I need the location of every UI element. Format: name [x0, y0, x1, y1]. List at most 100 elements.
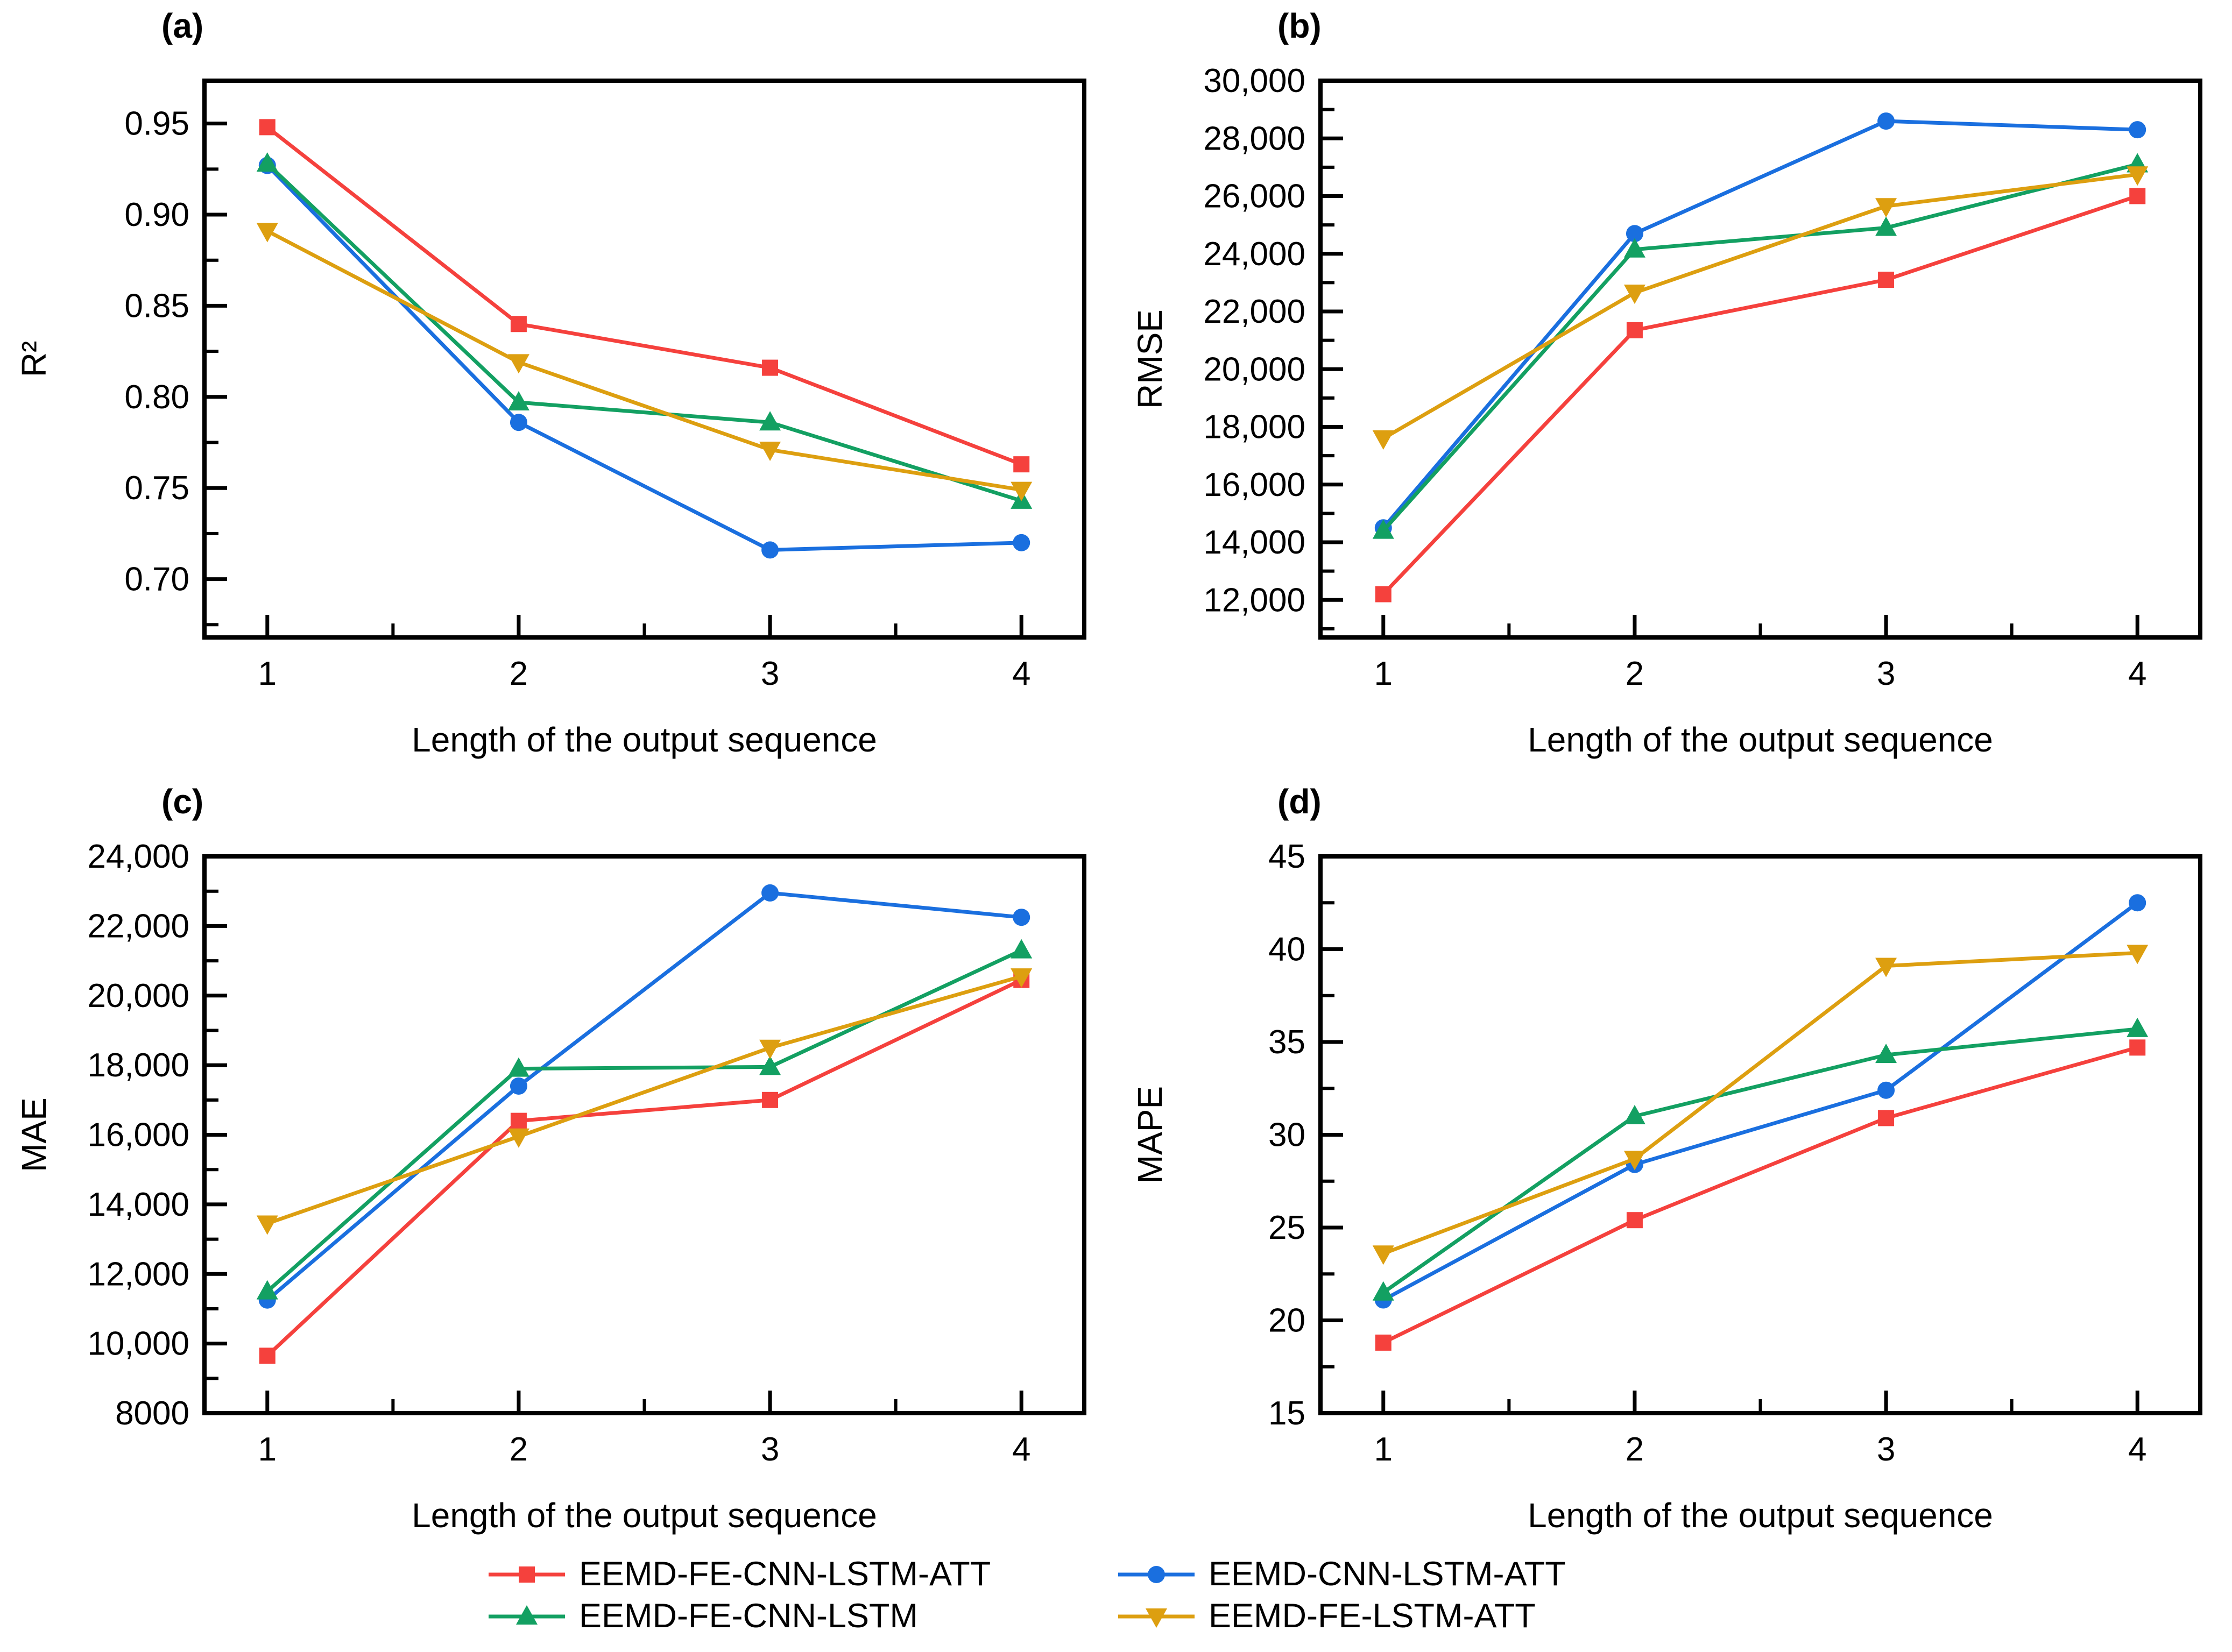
series-marker — [759, 411, 781, 431]
series-marker — [1877, 1081, 1895, 1099]
y-axis-title: MAE — [15, 1097, 53, 1172]
y-tick-label: 15 — [1268, 1395, 1305, 1432]
y-tick-label: 0.75 — [124, 470, 189, 507]
series-marker — [259, 119, 276, 136]
legend-label: EEMD-FE-CNN-LSTM — [579, 1597, 918, 1635]
legend-row-1: EEMD-FE-CNN-LSTM-ATT EEMD-CNN-LSTM-ATT — [486, 1556, 1746, 1593]
y-tick-label: 0.70 — [124, 561, 189, 598]
series-marker — [1623, 1105, 1645, 1124]
x-tick-label: 4 — [2128, 655, 2146, 692]
legend-item-eemd-fe-lstm-att: EEMD-FE-LSTM-ATT — [1116, 1598, 1746, 1635]
legend-marker-shape — [1146, 1608, 1167, 1628]
y-tick-label: 14,000 — [87, 1186, 189, 1223]
x-tick-label: 4 — [1012, 655, 1030, 692]
legend-label: EEMD-FE-LSTM-ATT — [1209, 1597, 1536, 1635]
series-marker — [1013, 534, 1030, 551]
series-line — [1382, 172, 2138, 441]
chart-d: 15 20 25 30 35 40 45 1 2 3 4 MAPE Length of the outp… — [1131, 838, 2202, 1535]
x-tick-label: 2 — [510, 655, 528, 692]
x-tick-label: 3 — [1877, 1431, 1895, 1468]
series-marker — [510, 414, 527, 431]
x-tick-label: 2 — [1626, 1431, 1644, 1468]
series-line — [266, 891, 1022, 1302]
x-axis-title: Length of the output sequence — [1528, 720, 1993, 759]
series-line — [266, 125, 1022, 466]
legend-item-eemd-cnn-lstm-att: EEMD-CNN-LSTM-ATT — [1116, 1556, 1746, 1593]
y-tick-label: 40 — [1268, 931, 1305, 968]
series-marker — [762, 1091, 779, 1108]
series-marker — [256, 1280, 278, 1300]
legend-label: EEMD-CNN-LSTM-ATT — [1209, 1555, 1566, 1593]
x-tick-label: 3 — [1877, 655, 1895, 692]
x-tick-label: 3 — [761, 655, 779, 692]
series-line — [266, 229, 1022, 492]
plot-frame — [1318, 79, 2202, 640]
series-marker — [2129, 188, 2146, 204]
series-marker — [1372, 1245, 1394, 1265]
panel-d: (d) 15 20 25 30 35 40 45 1 2 3 4 MAPE Length of the … — [1116, 776, 2232, 1557]
x-tick-label: 1 — [1374, 1431, 1393, 1468]
series-marker — [1011, 481, 1033, 501]
panel-label-b: (b) — [1277, 6, 1322, 45]
y-tick-label: 12,000 — [87, 1256, 189, 1293]
series-marker — [510, 1112, 527, 1129]
y-tick-label: 0.85 — [124, 287, 189, 324]
series-marker — [1013, 909, 1030, 926]
series-line — [266, 164, 1022, 552]
panel-label-a: (a) — [161, 6, 204, 45]
series-marker — [1878, 272, 1895, 288]
series-marker — [1626, 225, 1643, 243]
panel-label-d: (d) — [1277, 782, 1322, 821]
x-tick-label: 4 — [1012, 1431, 1030, 1468]
series-marker — [1372, 1281, 1394, 1301]
y-tick-label: 24,000 — [87, 838, 189, 875]
y-tick-label: 18,000 — [87, 1047, 189, 1084]
series-marker — [2129, 121, 2146, 139]
y-tick-label: 20 — [1268, 1302, 1305, 1339]
series-line — [266, 948, 1022, 1293]
y-tick-label: 22,000 — [1203, 293, 1305, 330]
y-tick-label: 22,000 — [87, 907, 189, 945]
series-marker — [1013, 456, 1030, 473]
x-tick-label: 4 — [2128, 1431, 2146, 1468]
x-tick-label: 1 — [258, 655, 277, 692]
series-marker — [2127, 1017, 2149, 1037]
legend-marker-shape — [1148, 1566, 1165, 1583]
y-axis-title: RMSE — [1131, 309, 1169, 409]
plot-frame — [202, 79, 1086, 640]
panel-a: (a) 0.70 0.75 0.80 0.85 0.90 0.95 1 2 3 4 R² Length… — [0, 0, 1116, 781]
y-tick-label: 16,000 — [87, 1117, 189, 1154]
series-marker — [761, 884, 779, 902]
series-marker — [762, 359, 779, 376]
series-marker — [2129, 894, 2146, 912]
y-tick-label: 16,000 — [1203, 466, 1305, 504]
series-marker — [759, 1055, 781, 1075]
series-marker — [507, 1128, 529, 1148]
x-tick-label: 1 — [258, 1431, 277, 1468]
y-tick-label: 14,000 — [1203, 524, 1305, 561]
panel-c: (c) 8000 10,000 12,000 14,000 16,000 18,000 20… — [0, 776, 1116, 1557]
y-tick-label: 0.90 — [124, 196, 189, 233]
series-line — [1382, 119, 2138, 529]
legend-label: EEMD-FE-CNN-LSTM-ATT — [579, 1555, 991, 1593]
triangle-down-marker-icon — [1118, 1608, 1195, 1628]
y-tick-label: 20,000 — [1203, 351, 1305, 388]
y-tick-label: 0.95 — [124, 105, 189, 143]
x-tick-label: 2 — [510, 1431, 528, 1468]
x-axis-title: Length of the output sequence — [412, 720, 877, 759]
series-marker — [1011, 968, 1033, 988]
legend-marker-shape — [516, 1605, 538, 1625]
series-marker — [256, 152, 278, 172]
y-tick-label: 20,000 — [87, 977, 189, 1015]
series-line — [1382, 901, 2139, 1302]
series-marker — [259, 1348, 276, 1364]
series-line — [1382, 194, 2138, 595]
x-tick-label: 2 — [1626, 655, 1644, 692]
series-marker — [510, 1077, 527, 1095]
chart-a: 0.70 0.75 0.80 0.85 0.90 0.95 1 2 3 4 R² Length of … — [15, 79, 1086, 759]
series-marker — [1875, 1044, 1897, 1063]
x-axis-title: Length of the output sequence — [1528, 1496, 1993, 1535]
plot-frame — [202, 854, 1086, 1415]
y-tick-label: 30 — [1268, 1117, 1305, 1154]
